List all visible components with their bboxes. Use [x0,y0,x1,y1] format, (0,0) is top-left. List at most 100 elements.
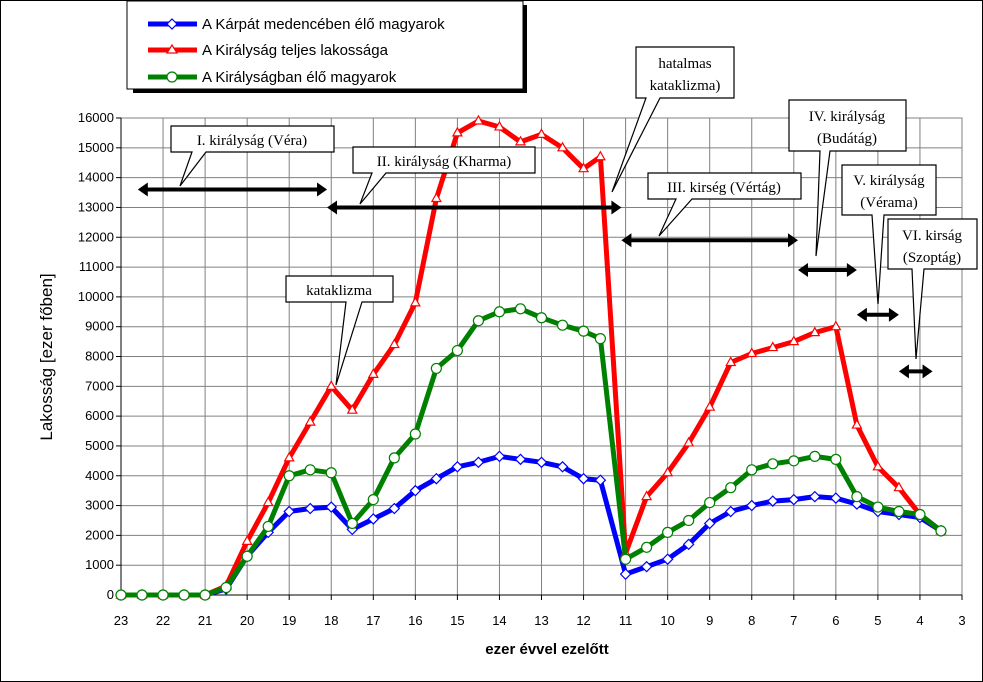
data-point [451,344,463,357]
arrow-head-left [137,182,148,197]
data-point [914,508,926,521]
x-axis-title: ezer évvel ezelőtt [485,641,608,658]
data-point [851,418,863,429]
data-point [346,403,358,414]
arrow-head-left [621,233,632,248]
data-point [556,319,569,331]
x-tick-label: 13 [534,613,548,628]
data-point [325,501,338,513]
callout-text: kataklizma [306,283,372,299]
x-tick-label: 15 [450,613,464,628]
data-point [367,513,380,525]
y-tick-label: 5000 [85,438,114,453]
callout-szoptag: VI. kirság (Szoptág) [887,218,978,360]
data-point [199,589,211,601]
data-point [514,303,527,315]
y-tick-label: 9000 [85,319,114,334]
callout-budatag: IV. királyság (Budátág) [788,99,907,257]
data-point [451,126,463,137]
legend-item-green: A Királyságban élő magyarok [148,69,397,86]
data-point [430,192,442,203]
y-tick-label: 2000 [85,527,114,542]
data-point [662,526,674,538]
data-point [935,525,947,537]
callout-vertag: III. kirség (Vértág) [647,172,802,237]
data-point [725,482,737,494]
data-point [409,296,421,307]
diamond-marker-icon [166,18,178,30]
x-tick-label: 23 [114,613,128,628]
data-point [662,466,674,477]
data-point [409,484,422,497]
y-tick-label: 3000 [85,498,114,513]
data-point [893,505,905,518]
arrow-head-right [317,182,328,197]
data-point [241,535,253,545]
data-point [809,326,821,337]
data-point [367,494,379,506]
x-tick-label: 7 [790,613,797,628]
x-tick-label: 8 [748,613,755,628]
legend-label: A Királyságban élő magyarok [202,69,397,86]
data-point [241,550,253,562]
y-tick-label: 7000 [85,378,114,393]
arrow-head-right [922,364,933,379]
callout-text: (Vérama) [860,195,917,211]
data-point [157,589,169,601]
period-arrow [137,182,328,197]
y-tick-label: 12000 [78,229,114,244]
data-point [304,502,317,515]
data-point [115,589,127,601]
series-line [121,118,943,598]
x-tick-label: 19 [282,613,296,628]
data-point [619,568,632,580]
data-point [367,368,379,378]
data-point [872,460,884,471]
y-tick-label: 15000 [78,140,114,155]
data-point [725,356,737,367]
legend: A Kárpát medencében élő magyarok A Királ… [126,0,527,93]
data-point [283,505,296,518]
data-point [808,490,821,503]
data-point [704,496,716,509]
data-point [661,553,674,566]
x-tick-label: 6 [832,613,839,628]
data-point [409,428,421,440]
data-point [830,492,842,504]
data-point [178,589,190,601]
data-point [594,474,607,487]
data-point [640,560,653,573]
arrow-head-left [898,364,909,379]
data-point [704,400,716,411]
data-point [262,496,274,507]
arrow-head-right [788,233,799,248]
data-point [578,162,590,173]
data-point [262,520,274,533]
callout-hatalmas-kataklizma: hatalmas kataklizma) [611,46,735,193]
callout-text: V. királyság [853,173,925,189]
data-point [594,150,606,161]
x-tick-label: 3 [958,613,965,628]
y-axis-ticks: 0 1000 2000 3000 4000 5000 6000 7000 8000 9000 100… [78,110,121,602]
y-tick-label: 14000 [78,170,114,185]
legend-label: A Kárpát medencében élő magyarok [202,16,445,33]
data-point [746,464,758,476]
x-tick-label: 16 [408,613,422,628]
x-tick-label: 18 [324,613,338,628]
data-point [556,460,569,473]
data-point [577,325,590,337]
x-tick-label: 4 [916,613,923,628]
y-tick-label: 4000 [85,468,114,483]
callout-verama: V. királyság (Vérama) [841,164,937,305]
data-point [535,128,548,138]
data-point [703,517,716,530]
y-tick-label: 6000 [85,408,114,423]
data-point [682,538,695,551]
callout-text: (Budátág) [817,131,877,147]
x-tick-label: 12 [576,613,590,628]
data-point [283,470,295,482]
data-point [136,589,148,601]
y-tick-label: 13000 [78,199,114,214]
arrow-head-left [327,200,338,215]
data-point [594,333,606,345]
